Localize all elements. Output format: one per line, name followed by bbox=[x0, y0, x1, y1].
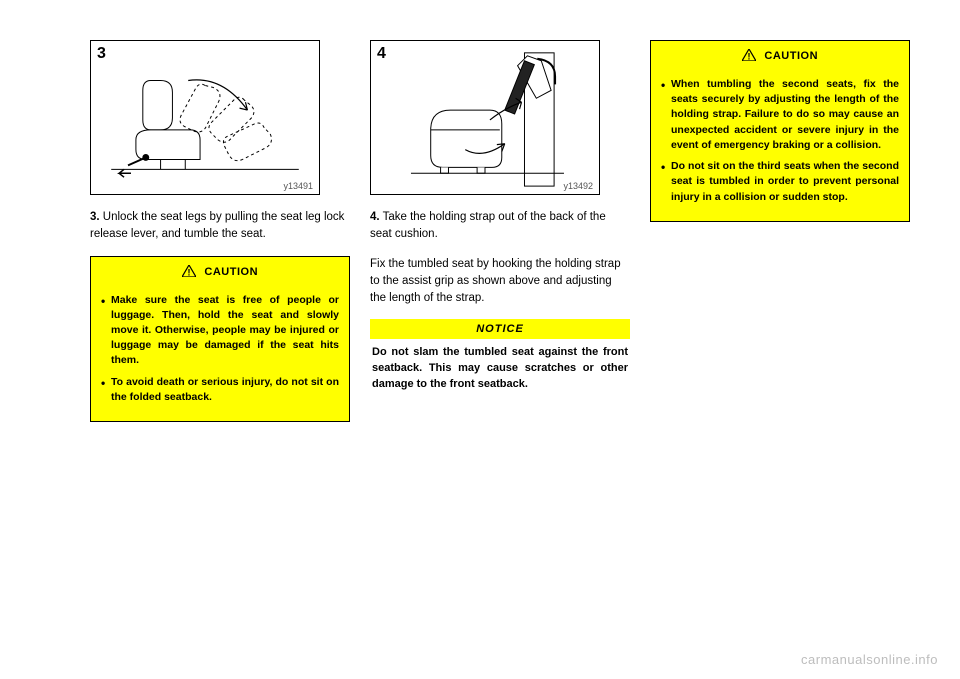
step-3-label: 3. bbox=[90, 211, 100, 223]
caution-1-item: Make sure the seat is free of people or … bbox=[101, 293, 339, 369]
column-3: ! CAUTION When tumbling the second seats… bbox=[650, 40, 910, 434]
manual-page: 3 bbox=[0, 0, 960, 679]
step-4b-text: Fix the tumbled seat by hooking the hold… bbox=[370, 256, 630, 308]
caution-1-header: ! CAUTION bbox=[90, 256, 350, 285]
svg-text:!: ! bbox=[747, 52, 750, 62]
notice-box: NOTICE Do not slam the tumbled seat agai… bbox=[370, 319, 630, 399]
figure-3-illustration bbox=[91, 41, 319, 194]
figure-4-code: y13492 bbox=[563, 181, 593, 191]
warning-icon: ! bbox=[182, 264, 196, 282]
caution-box-1: ! CAUTION Make sure the seat is free of … bbox=[90, 256, 350, 423]
step-4a-text: 4. Take the holding strap out of the bac… bbox=[370, 209, 630, 244]
content-columns: 3 bbox=[0, 0, 960, 434]
column-2: 4 bbox=[370, 40, 630, 434]
caution-2-item: When tumbling the second seats, fix the … bbox=[661, 77, 899, 153]
figure-3-number: 3 bbox=[97, 45, 106, 63]
figure-4: 4 bbox=[370, 40, 600, 195]
caution-1-item: To avoid death or serious injury, do not… bbox=[101, 375, 339, 405]
figure-3: 3 bbox=[90, 40, 320, 195]
watermark: carmanualsonline.info bbox=[801, 652, 938, 667]
caution-2-body: When tumbling the second seats, fix the … bbox=[650, 69, 910, 222]
figure-4-number: 4 bbox=[377, 45, 386, 63]
caution-2-item: Do not sit on the third seats when the s… bbox=[661, 159, 899, 205]
step-4-label: 4. bbox=[370, 211, 380, 223]
step-3-body: Unlock the seat legs by pulling the seat… bbox=[90, 211, 344, 240]
column-1: 3 bbox=[90, 40, 350, 434]
warning-icon: ! bbox=[742, 48, 756, 66]
caution-1-body: Make sure the seat is free of people or … bbox=[90, 285, 350, 423]
caution-2-header: ! CAUTION bbox=[650, 40, 910, 69]
figure-3-code: y13491 bbox=[283, 181, 313, 191]
caution-2-title: CAUTION bbox=[764, 50, 818, 62]
notice-text: Do not slam the tumbled seat against the… bbox=[370, 339, 630, 399]
caution-1-title: CAUTION bbox=[204, 266, 258, 278]
notice-title: NOTICE bbox=[370, 319, 630, 339]
caution-box-2: ! CAUTION When tumbling the second seats… bbox=[650, 40, 910, 222]
figure-4-illustration bbox=[371, 41, 599, 194]
step-3-text: 3. Unlock the seat legs by pulling the s… bbox=[90, 209, 350, 244]
step-4a-body: Take the holding strap out of the back o… bbox=[370, 211, 606, 240]
svg-text:!: ! bbox=[187, 267, 190, 277]
